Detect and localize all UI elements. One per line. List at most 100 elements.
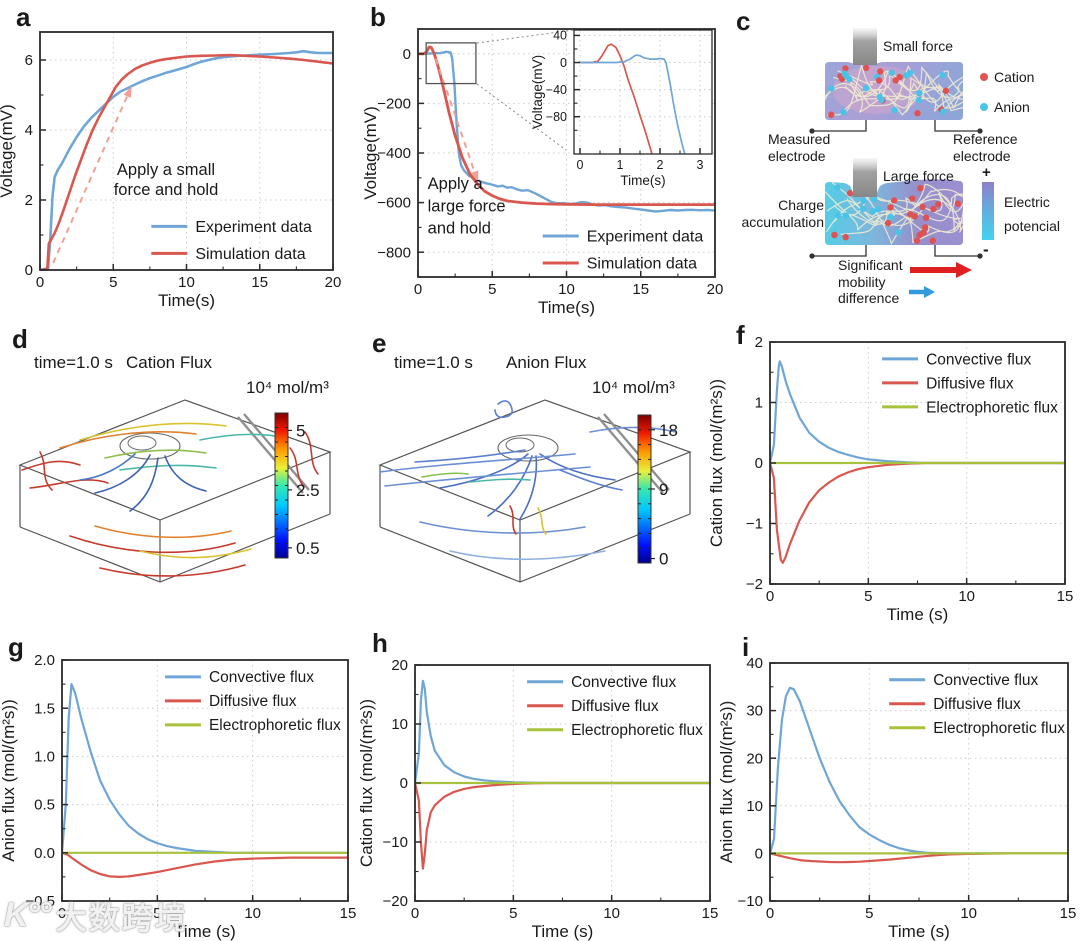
anion-dot: [878, 96, 885, 104]
panel-h-label: h: [372, 628, 388, 658]
mobility-difference-label: Significant mobility difference: [838, 257, 903, 307]
colorbar-tick-label: 9: [659, 480, 668, 499]
svg-text:6: 6: [25, 52, 33, 69]
cation-flux-streamline-plot: 5 2.5 0.5: [18, 399, 332, 583]
anion-dot: [834, 184, 841, 191]
tick-marks: [414, 664, 711, 902]
anion-dot: [888, 69, 895, 76]
svg-text:0.5: 0.5: [34, 797, 55, 814]
panel-i: i 0 5 10 15 −10 0 10 20 30 40 Time (s) Anion flux (…: [717, 620, 1080, 941]
anion-dot: [887, 213, 894, 221]
svg-text:0: 0: [58, 905, 66, 922]
wireframe-box: [378, 399, 692, 583]
tick-labels: 0 5 10 15 20 0 2 4 6: [25, 52, 342, 291]
colorbar-tick-label: 0.5: [296, 539, 320, 558]
svg-text:−0.5: −0.5: [25, 893, 55, 910]
x-axis-label: Time(s): [620, 173, 665, 188]
chart-g-anion-flux: 0 5 10 15 −0.5 0.0 0.5 1.0 1.5 2.0 Time (s) Anion f…: [0, 652, 356, 941]
svg-text:30: 30: [746, 703, 763, 720]
svg-text:−10: −10: [738, 893, 763, 910]
svg-text:3: 3: [697, 158, 704, 172]
legend-label: Electrophoretic flux: [209, 717, 341, 734]
chart-b-inset-container: 0 1 2 3 40 0 −40 −80 Time(s) Voltage(mV): [530, 20, 720, 192]
watermark-text: 大数跨境: [55, 901, 188, 936]
annotation-text: Apply a small: [117, 161, 215, 179]
anion-dot: [891, 106, 898, 114]
legend-label: Diffusive flux: [209, 693, 297, 710]
svg-text:−400: −400: [377, 145, 411, 162]
panel-e-title: Anion Flux: [506, 353, 587, 372]
anion-dot: [828, 85, 835, 92]
panel-c-label: c: [736, 6, 751, 36]
svg-text:−600: −600: [377, 195, 411, 212]
legend-label: Convective flux: [933, 672, 1038, 689]
svg-text:0: 0: [403, 46, 411, 63]
series-line-simulation-data: [40, 53, 333, 270]
svg-text:−2: −2: [746, 576, 763, 593]
svg-text:15: 15: [632, 281, 649, 298]
svg-text:−10: −10: [383, 834, 408, 851]
panel-d-time-label: time=1.0 s: [34, 353, 113, 372]
tick-labels: 0 1 2 3 40 0 −40 −80: [546, 29, 704, 172]
svg-text:−80: −80: [546, 110, 567, 124]
series-line-diffusive-flux: [415, 781, 710, 870]
annotation-text: large force: [428, 197, 506, 215]
colorbar-tick-label: 5: [296, 421, 305, 440]
anion-dot: [842, 212, 849, 219]
anion-dot: [859, 205, 867, 212]
panel-a: a 0 5 10 15 20 0 2 4 6 Time(s) Voltage(mV) Experime…: [0, 0, 360, 320]
tick-marks: [769, 341, 1066, 585]
anion-dot: [875, 206, 882, 213]
svg-text:2: 2: [755, 334, 763, 351]
anion-dot: [840, 108, 847, 116]
svg-text:5: 5: [865, 905, 873, 922]
series-line-convective-flux: [62, 682, 348, 854]
indentation-dome: [497, 434, 559, 462]
electrode-brackets: [809, 120, 983, 259]
svg-text:1.5: 1.5: [34, 700, 55, 717]
indentation-dome: [119, 432, 181, 460]
cation-dot: [831, 231, 838, 239]
tick-labels: 0 5 10 15 −0.5 0.0 0.5 1.0 1.5 2.0: [25, 652, 356, 922]
series-line-experiment-data: [418, 50, 715, 213]
chart-b-voltage-large-force: 0 5 10 15 200−200−400−600−800Time(s)Voltage(…: [361, 28, 723, 317]
watermark: K°° 大数跨境: [4, 893, 188, 938]
panel-i-label: i: [742, 632, 750, 662]
cation-dot: [917, 184, 924, 192]
streamlines: [379, 400, 677, 561]
svg-text:40: 40: [553, 29, 567, 43]
cation-dot: [892, 77, 899, 84]
x-axis-label: Time (s): [887, 605, 949, 624]
legend: Convective flux Diffusive flux Electrophor…: [889, 672, 1065, 737]
cation-dot: [909, 195, 916, 202]
cation-dot: [911, 213, 919, 220]
chart-h-cation-flux-large: 0 5 10 15 −20 −10 0 10 20 Time (s) Cation flux (mo…: [357, 657, 718, 941]
panel-d-title: Cation Flux: [126, 353, 212, 372]
anion-dot: [939, 72, 946, 79]
svg-text:10: 10: [958, 588, 975, 605]
svg-text:2.0: 2.0: [34, 652, 55, 669]
panel-e-colorbar-unit: 10⁴ mol/m³: [592, 378, 675, 397]
legend-label: Convective flux: [926, 351, 1031, 368]
svg-text:2: 2: [25, 192, 33, 209]
annotation-text: force and hold: [114, 181, 219, 199]
legend-label: Experiment data: [195, 219, 312, 236]
svg-text:−40: −40: [546, 83, 567, 97]
series-line-diffusive-flux: [770, 852, 1068, 864]
electric-potential-label-line2: potencial: [1004, 218, 1061, 234]
panel-e-time-label: time=1.0 s: [394, 353, 473, 372]
svg-text:0: 0: [755, 455, 763, 472]
svg-text:10: 10: [603, 905, 620, 922]
svg-text:10: 10: [391, 716, 408, 733]
cation-legend-dot: [980, 73, 988, 81]
svg-text:15: 15: [1057, 588, 1074, 605]
y-axis-label: Voltage(mV): [361, 106, 380, 200]
wireframe-box: [18, 399, 332, 583]
svg-text:0: 0: [755, 846, 763, 863]
svg-text:1: 1: [617, 158, 624, 172]
series-line-diffusive-flux: [770, 461, 1065, 564]
anion-dot: [895, 229, 902, 236]
series-line-experiment-data: [40, 49, 333, 270]
